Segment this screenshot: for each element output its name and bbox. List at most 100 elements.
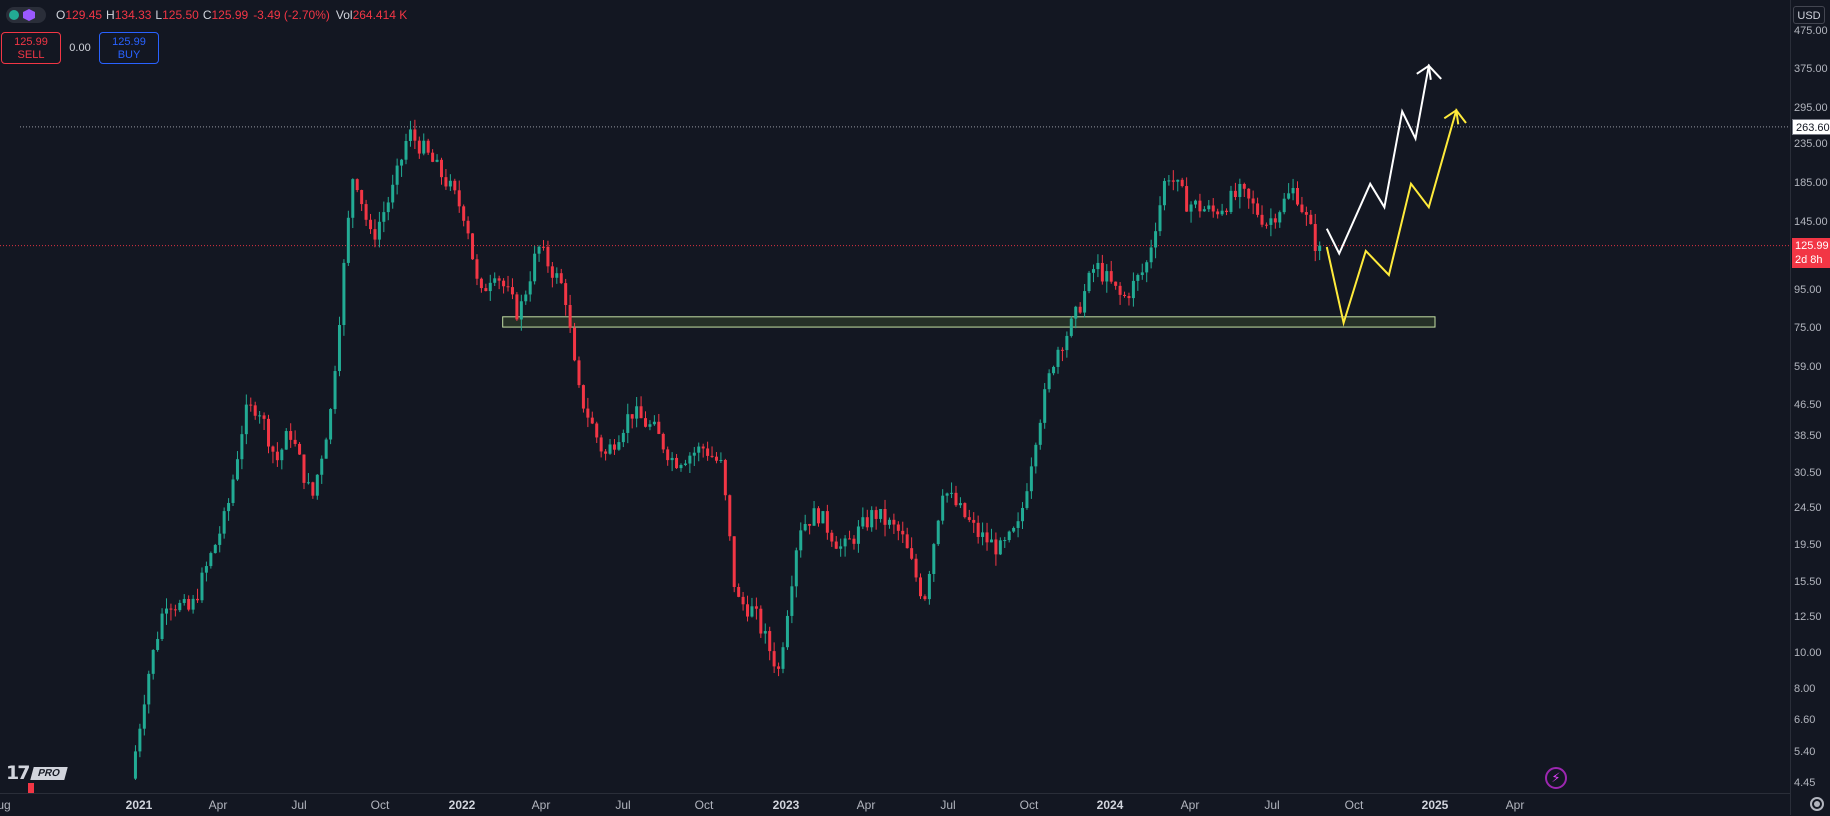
candle-body: [652, 421, 656, 425]
candle-body: [1154, 231, 1158, 248]
candle-body: [404, 140, 408, 160]
candle-body: [683, 463, 687, 465]
candle-body: [1034, 444, 1038, 467]
tradingview-logo[interactable]: 17 PRO: [6, 762, 68, 784]
candle-body: [781, 647, 785, 669]
candle-body: [839, 546, 843, 549]
candle-body: [595, 423, 599, 438]
candle-body: [985, 532, 989, 543]
gear-icon[interactable]: [1810, 797, 1824, 811]
candle-body: [1131, 280, 1135, 299]
price-chart[interactable]: [0, 0, 1790, 793]
candle-body: [621, 432, 625, 443]
candle-body: [799, 530, 803, 551]
candle-body: [706, 448, 710, 456]
candle-body: [1074, 306, 1078, 319]
price-axis-label: 185.00: [1794, 176, 1828, 189]
candle-body: [182, 599, 186, 603]
candle-body: [408, 129, 412, 141]
candle-body: [848, 538, 852, 540]
candle-body: [657, 421, 661, 434]
sell-price: 125.99: [14, 36, 48, 48]
symbol-toggle[interactable]: [6, 7, 46, 23]
candle-body: [630, 414, 634, 419]
candle-body: [737, 586, 741, 597]
tv-logo-mark: 17: [6, 762, 30, 784]
candle-body: [169, 608, 173, 610]
candle-body: [675, 457, 679, 469]
candle-body: [883, 508, 887, 525]
buy-label: BUY: [117, 49, 141, 61]
time-axis-year-label: 2024: [1096, 798, 1124, 812]
candle-body: [1012, 527, 1016, 532]
candle-body: [1238, 183, 1242, 198]
candle-body: [644, 418, 648, 427]
sell-button[interactable]: 125.99 SELL: [1, 32, 61, 64]
candle-body: [351, 179, 355, 218]
candle-body: [1047, 373, 1051, 390]
last-price-tag: 125.99 2d 8h: [1792, 237, 1830, 268]
candle-body: [1158, 205, 1162, 232]
time-axis-year-label: 2022: [448, 798, 476, 812]
candle-body: [413, 129, 417, 141]
candle-body: [697, 446, 701, 453]
candle-body: [1127, 296, 1131, 299]
price-axis-label: 8.00: [1794, 682, 1816, 695]
candle-body: [475, 259, 479, 279]
candles-group: [133, 119, 1322, 780]
candle-body: [329, 409, 333, 440]
candle-body: [377, 221, 381, 240]
candle-body: [1291, 188, 1295, 194]
candle-body: [1145, 262, 1149, 273]
candle-body: [666, 449, 670, 461]
candle-body: [231, 479, 235, 503]
candle-body: [275, 451, 279, 461]
candle-body: [989, 539, 993, 543]
time-axis-month-label: Oct: [694, 798, 714, 812]
candle-body: [590, 417, 594, 424]
candle-body: [1016, 521, 1020, 528]
candle-body: [258, 415, 262, 417]
candle-body: [550, 266, 554, 278]
candle-body: [874, 510, 878, 519]
projection-path-white: [1325, 63, 1442, 256]
candle-body: [533, 253, 537, 282]
candle-body: [972, 519, 976, 523]
currency-button[interactable]: USD: [1793, 6, 1825, 24]
candle-body: [209, 553, 213, 567]
candle-body: [417, 140, 421, 154]
pro-badge: PRO: [30, 766, 68, 780]
price-axis-label: 10.00: [1794, 646, 1822, 659]
candle-body: [280, 449, 284, 461]
candle-body: [1136, 275, 1140, 281]
candle-body: [453, 180, 457, 191]
projection-path-yellow: [1325, 108, 1467, 327]
candle-body: [1162, 180, 1166, 206]
candle-body: [253, 405, 257, 416]
candle-body: [1065, 335, 1069, 351]
time-axis-month-label: Apr: [1180, 798, 1200, 812]
candle-body: [870, 510, 874, 528]
candle-body: [302, 454, 306, 483]
candle-body: [861, 517, 865, 527]
projection-path-white-arrowhead: [1416, 64, 1432, 80]
candle-body: [710, 455, 714, 457]
lightning-icon[interactable]: ⚡: [1545, 767, 1567, 789]
price-axis-label: 15.50: [1794, 576, 1822, 589]
candle-body: [391, 184, 395, 203]
buy-button[interactable]: 125.99 BUY: [99, 32, 159, 64]
time-axis-month-label: Jul: [1264, 798, 1280, 812]
time-axis[interactable]: ug 2021 Apr Jul Oct 2022 Apr Jul Oct 2023 Apr Jul Oc…: [0, 793, 1790, 816]
candle-body: [626, 414, 630, 433]
candle-body: [1278, 212, 1282, 223]
candle-body: [604, 451, 608, 454]
candle-body: [156, 639, 160, 650]
candle-body: [1180, 179, 1184, 187]
candle-body: [1251, 198, 1255, 204]
candle-body: [586, 408, 590, 418]
price-axis[interactable]: 475.00 375.00 295.00 235.00 185.00 145.00 95.0…: [1790, 0, 1830, 815]
candle-body: [981, 532, 985, 537]
candle-body: [524, 294, 528, 302]
candle-body: [306, 482, 310, 484]
candle-body: [1242, 183, 1246, 189]
